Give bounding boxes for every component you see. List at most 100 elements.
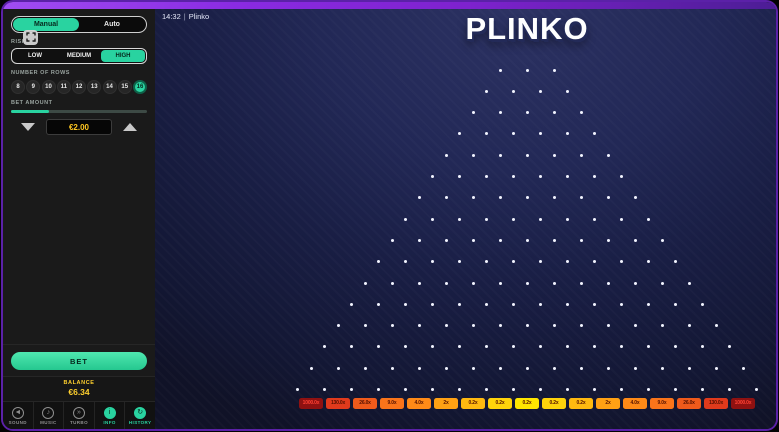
peg	[363, 366, 367, 370]
multiplier-bin: 1000.0x	[730, 398, 756, 409]
peg	[377, 260, 380, 264]
peg	[444, 366, 448, 370]
nav-item-music[interactable]: ♪ MUSIC	[32, 402, 64, 429]
peg	[687, 366, 691, 370]
peg	[431, 388, 434, 391]
fullscreen-button[interactable]	[23, 30, 38, 45]
bet-amount-value[interactable]: €2.00	[46, 119, 112, 135]
peg	[539, 175, 542, 178]
peg	[539, 388, 542, 391]
peg	[350, 345, 353, 349]
nav-item-sound[interactable]: ◄ SOUND	[3, 402, 33, 429]
peg	[660, 281, 664, 285]
peg	[471, 366, 475, 370]
risk-option-medium[interactable]: MEDIUM	[66, 53, 92, 59]
history-icon: ↻	[134, 406, 147, 419]
peg	[498, 153, 502, 157]
peg	[539, 89, 542, 93]
rows-option-12[interactable]: 12	[72, 80, 86, 94]
rows-option-10[interactable]: 10	[41, 80, 56, 94]
peg	[485, 345, 488, 349]
game-name-text: Plinko	[188, 12, 210, 21]
peg	[714, 366, 718, 370]
peg	[498, 68, 502, 72]
peg	[741, 366, 745, 370]
peg	[498, 238, 502, 242]
bet-decrease-button[interactable]	[21, 123, 35, 131]
peg	[512, 345, 515, 349]
speaker-icon: ◄	[11, 406, 24, 419]
peg	[552, 366, 556, 370]
peg	[660, 238, 664, 242]
rows-option-13[interactable]: 13	[87, 80, 102, 94]
rows-option-11[interactable]: 11	[56, 80, 71, 94]
peg	[363, 324, 367, 328]
multiplier-bin: 4.0x	[406, 398, 432, 409]
peg	[552, 111, 556, 115]
nav-item-turbo[interactable]: » TURBO	[63, 402, 94, 429]
risk-option-low[interactable]: LOW	[28, 53, 42, 59]
peg	[552, 238, 556, 242]
tab-manual[interactable]: Manual	[13, 18, 79, 31]
peg	[404, 345, 407, 349]
bet-amount-slider[interactable]	[11, 110, 147, 113]
peg	[350, 302, 353, 306]
peg	[674, 345, 677, 349]
game-background	[155, 9, 776, 429]
peg	[485, 388, 488, 391]
peg	[606, 281, 610, 285]
peg	[498, 111, 502, 115]
rows-option-15[interactable]: 15	[117, 80, 132, 94]
bet-button[interactable]: BET	[11, 352, 147, 370]
rows-option-8[interactable]: 8	[11, 80, 25, 94]
multiplier-bin: 130.0x	[703, 398, 729, 409]
risk-option-high[interactable]: HIGH	[101, 50, 145, 62]
peg	[458, 132, 461, 136]
rows-option-16[interactable]: 16	[133, 80, 147, 94]
nav-item-info[interactable]: i INFO	[93, 402, 125, 429]
peg	[552, 281, 556, 285]
peg	[593, 260, 596, 264]
peg	[485, 89, 488, 93]
nav-item-history[interactable]: ↻ HISTORY	[124, 402, 155, 429]
peg	[377, 388, 380, 391]
peg	[579, 366, 583, 370]
multiplier-bin: 0.2x	[460, 398, 486, 409]
peg	[323, 388, 326, 391]
peg	[458, 302, 461, 306]
peg	[701, 388, 704, 391]
peg	[566, 388, 569, 391]
multiplier-bin: 0.2x	[541, 398, 567, 409]
rows-option-14[interactable]: 14	[102, 80, 117, 94]
peg	[606, 196, 610, 200]
bet-increase-button[interactable]	[123, 123, 137, 131]
nav-item-label: INFO	[103, 419, 116, 425]
multiplier-bin: 1000.0x	[298, 398, 324, 409]
rows-option-9[interactable]: 9	[26, 80, 41, 94]
peg	[579, 111, 583, 115]
peg	[593, 132, 596, 136]
peg	[647, 302, 650, 306]
peg	[620, 388, 623, 391]
peg	[539, 302, 542, 306]
peg	[579, 196, 583, 200]
multiplier-bin: 2x	[433, 398, 459, 409]
tab-auto[interactable]: Auto	[104, 21, 120, 28]
rows-selector: 8 9 10 11 12 13 14 15 16	[11, 80, 147, 94]
peg	[566, 260, 569, 264]
balance-label: BALANCE	[63, 380, 95, 386]
peg	[593, 345, 596, 349]
balance-value: €6.34	[68, 387, 90, 397]
peg	[525, 238, 529, 242]
peg	[471, 153, 475, 157]
peg	[525, 111, 529, 115]
multiplier-bin: 0.2x	[487, 398, 513, 409]
peg	[471, 196, 475, 200]
peg	[296, 388, 299, 391]
peg	[633, 238, 637, 242]
peg	[458, 217, 461, 221]
peg	[606, 324, 610, 328]
peg	[417, 238, 421, 242]
peg	[485, 132, 488, 136]
peg	[404, 388, 407, 391]
